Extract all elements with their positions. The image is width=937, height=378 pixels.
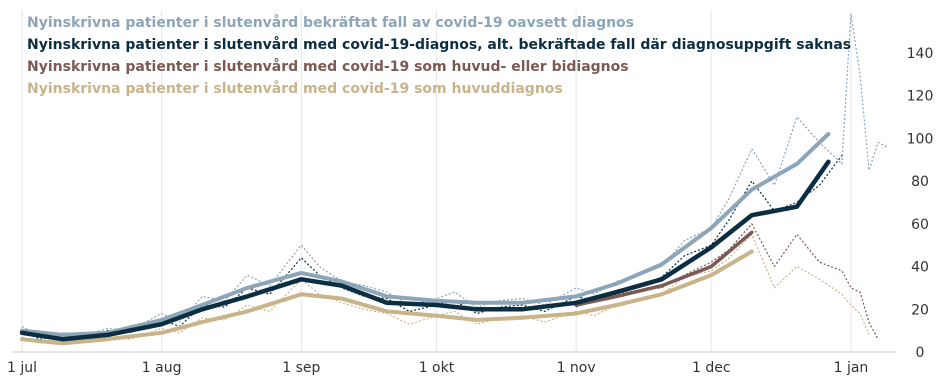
x-tick-label: 1 okt	[419, 360, 455, 376]
series-lines	[19, 13, 888, 346]
legend-item-1: Nyinskrivna patienter i slutenvård med c…	[27, 36, 851, 53]
series-0-smoothed-line	[20, 132, 831, 337]
y-axis: 0 20 40 60 80 100 120 140	[907, 46, 934, 361]
series-1-smoothed-line	[19, 159, 831, 342]
x-tick-label: 1 nov	[557, 360, 596, 376]
legend-item-3: Nyinskrivna patienter i slutenvård med c…	[27, 80, 563, 97]
series-3-smoothed-line	[20, 249, 754, 346]
legend-item-2: Nyinskrivna patienter i slutenvård med c…	[27, 58, 629, 75]
x-tick-label: 1 aug	[142, 360, 182, 376]
y-tick-label: 60	[911, 217, 929, 233]
y-tick-label: 80	[911, 174, 929, 190]
x-axis: 1 jul 1 aug 1 sep 1 okt 1 nov 1 dec 1 jan	[7, 360, 868, 376]
y-tick-label: 20	[911, 302, 929, 318]
grid	[12, 10, 896, 353]
y-tick-label: 100	[907, 131, 934, 147]
y-tick-label: 40	[911, 260, 929, 276]
x-tick-label: 1 dec	[692, 360, 731, 376]
legend-item-0: Nyinskrivna patienter i slutenvård bekrä…	[27, 14, 634, 31]
series-1-daily-line	[21, 155, 843, 340]
x-tick-label: 1 jul	[7, 360, 37, 376]
x-tick-label: 1 sep	[282, 360, 320, 376]
y-tick-label: 0	[916, 345, 925, 361]
y-tick-label: 120	[907, 89, 934, 105]
series-2-smoothed-line	[574, 230, 754, 307]
y-tick-label: 140	[907, 46, 934, 62]
legend: Nyinskrivna patienter i slutenvård bekrä…	[27, 14, 851, 97]
x-tick-label: 1 jan	[834, 360, 869, 376]
